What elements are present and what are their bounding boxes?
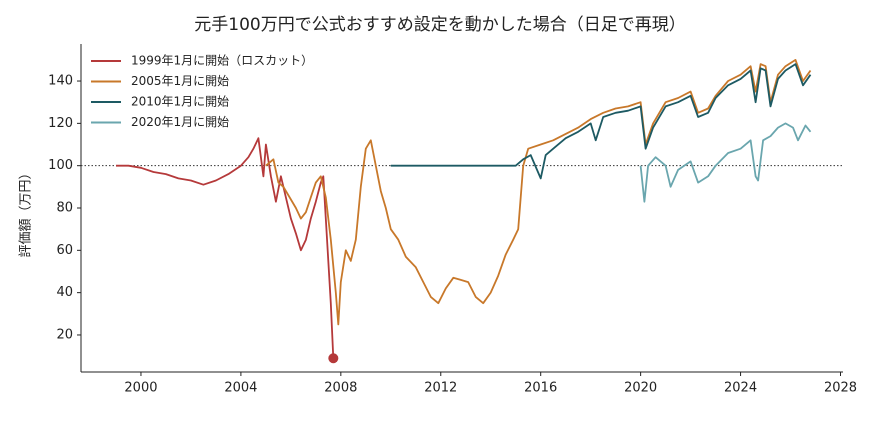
x-tick-label: 2008	[324, 381, 357, 396]
x-tick-label: 2024	[724, 381, 757, 396]
series-line	[265, 59, 812, 326]
series-line	[116, 137, 335, 359]
y-tick-label: 140	[48, 74, 73, 89]
legend-label: 2005年1月に開始	[131, 74, 229, 88]
x-tick-label: 2004	[224, 381, 257, 396]
x-tick-label: 2028	[824, 381, 857, 396]
y-tick-label: 120	[48, 116, 73, 131]
y-axis-label: 評価額（万円）	[19, 166, 34, 257]
x-tick-label: 2020	[624, 381, 657, 396]
y-tick-label: 40	[56, 285, 73, 300]
y-tick-label: 80	[56, 201, 73, 216]
series-line	[639, 122, 812, 203]
y-tick-label: 100	[48, 158, 73, 173]
series-line	[390, 63, 812, 180]
end-marker	[328, 353, 339, 364]
legend-label: 2020年1月に開始	[131, 115, 229, 129]
y-tick-label: 20	[56, 327, 73, 342]
x-tick-label: 2000	[124, 381, 157, 396]
y-tick-label: 60	[56, 243, 73, 258]
legend-label: 2010年1月に開始	[131, 95, 229, 109]
x-tick-label: 2016	[524, 381, 557, 396]
legend-label: 1999年1月に開始（ロスカット）	[131, 54, 313, 68]
chart-title: 元手100万円で公式おすすめ設定を動かした場合（日足で再現）	[194, 15, 685, 35]
x-tick-label: 2012	[424, 381, 457, 396]
